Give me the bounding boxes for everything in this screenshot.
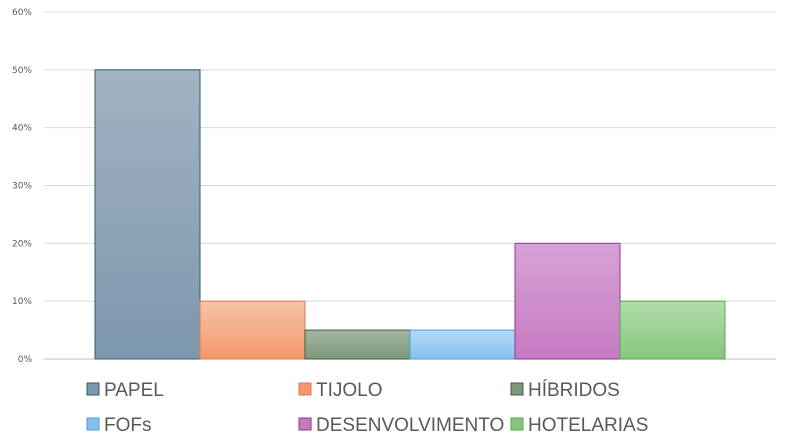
legend: PAPEL TIJOLO HÍBRIDOS FOFs DESENVOLVIMENTO HO…: [86, 380, 648, 436]
y-axis: 0% 10% 20% 30% 40% 50% 60%: [12, 8, 32, 365]
legend-item: TIJOLO: [298, 380, 383, 401]
legend-item: PAPEL: [86, 380, 164, 401]
legend-label: PAPEL: [104, 380, 164, 401]
legend-swatch: [86, 417, 100, 431]
legend-label: FOFs: [104, 415, 152, 436]
legend-swatch: [298, 382, 312, 396]
legend-label: HÍBRIDOS: [528, 380, 620, 401]
legend-label: HOTELARIAS: [528, 415, 648, 436]
legend-item: HÍBRIDOS: [510, 380, 620, 401]
bar-papel: [94, 69, 201, 360]
y-tick-label: 20%: [12, 239, 32, 249]
bars: [94, 69, 726, 360]
legend-item: FOFs: [86, 415, 152, 436]
legend-label: TIJOLO: [316, 380, 383, 401]
y-tick-label: 60%: [12, 8, 32, 18]
y-tick-label: 10%: [12, 297, 32, 307]
bar-fofs: [409, 329, 516, 360]
y-tick-label: 50%: [12, 66, 32, 76]
y-tick-label: 30%: [12, 182, 32, 192]
legend-swatch: [298, 417, 312, 431]
legend-swatch: [510, 417, 524, 431]
bar-desenvolvimento: [514, 242, 621, 360]
y-tick-label: 0%: [18, 355, 33, 365]
legend-swatch: [86, 382, 100, 396]
bar-tijolo: [199, 300, 306, 360]
legend-swatch: [510, 382, 524, 396]
legend-item: HOTELARIAS: [510, 415, 648, 436]
legend-label: DESENVOLVIMENTO: [316, 415, 504, 436]
y-tick-label: 40%: [12, 124, 32, 134]
bar-híbridos: [304, 329, 411, 360]
bar-hotelarias: [619, 300, 726, 360]
legend-item: DESENVOLVIMENTO: [298, 415, 504, 436]
